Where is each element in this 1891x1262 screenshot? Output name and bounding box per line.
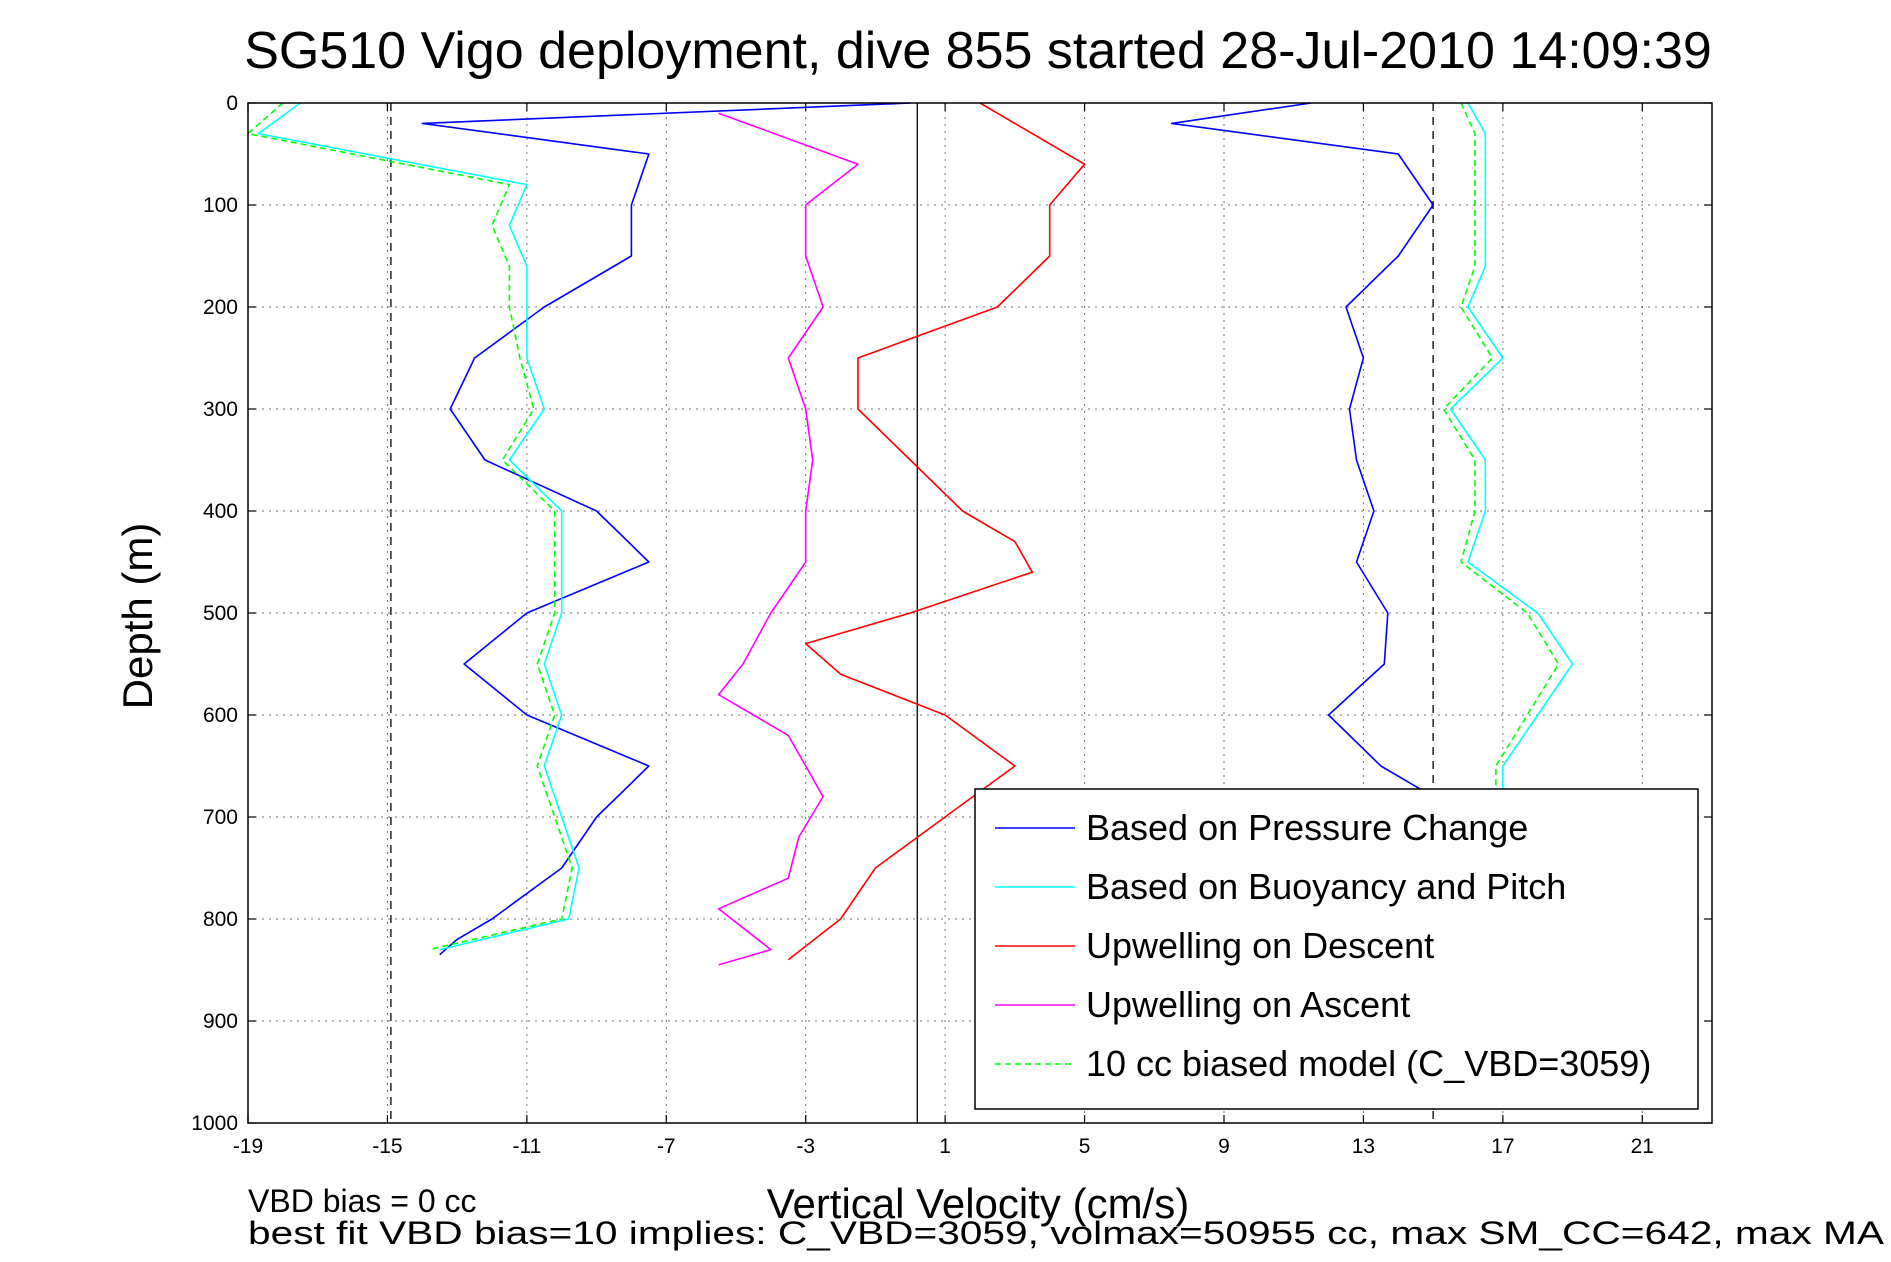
y-tick-label: 100 (203, 194, 238, 217)
series-line (421, 102, 911, 956)
series-line (1449, 102, 1574, 817)
x-tick-label: -3 (796, 1135, 815, 1158)
y-tick-label: 400 (203, 500, 238, 523)
y-tick-label: 500 (203, 602, 238, 625)
y-tick-label: 0 (226, 92, 238, 115)
y-tick-label: 600 (203, 704, 238, 727)
legend-entries: Based on Pressure Change Based on Buoyanc… (995, 807, 1651, 1084)
legend-label: Upwelling on Ascent (1086, 984, 1410, 1025)
series-line (1442, 102, 1560, 817)
legend-label: Based on Pressure Change (1086, 807, 1528, 848)
series-line (1170, 102, 1434, 798)
y-tick-label: 300 (203, 398, 238, 421)
legend-label: Upwelling on Descent (1086, 925, 1434, 966)
x-tick-label: 21 (1631, 1135, 1654, 1158)
x-axis-label: Vertical Velocity (cm/s) (767, 1180, 1189, 1227)
y-tick-label: 900 (203, 1010, 238, 1033)
x-tick-label: 5 (1079, 1135, 1091, 1158)
y-tick-label: 700 (203, 806, 238, 829)
series-line (717, 112, 859, 966)
reference-lines (390, 103, 1434, 1123)
best-fit-note: best fit VBD bias=10 implies: C_VBD=3059… (248, 1215, 1885, 1251)
legend: Based on Pressure Change Based on Buoyanc… (974, 788, 1699, 1110)
series-group (247, 102, 1574, 966)
series-line (257, 102, 580, 951)
y-tick-label: 1000 (191, 1112, 238, 1135)
x-tick-label: 17 (1491, 1135, 1514, 1158)
legend-label: Based on Buoyancy and Pitch (1086, 866, 1566, 907)
x-tick-label: 1 (939, 1135, 951, 1158)
x-tick-label: -19 (233, 1135, 263, 1158)
ticks: -19 -15 -11 -7 -3 1 5 9 13 17 21 0 100 200 300 400 500 60… (191, 92, 1712, 1158)
series-line (247, 102, 574, 951)
x-tick-label: 13 (1352, 1135, 1375, 1158)
x-tick-label: 9 (1218, 1135, 1230, 1158)
x-tick-label: -11 (512, 1135, 541, 1158)
legend-box (974, 788, 1699, 1110)
y-axis-label: Depth (m) (114, 523, 161, 710)
x-tick-label: -7 (657, 1135, 676, 1158)
series-line (787, 102, 1086, 961)
y-tick-label: 800 (203, 908, 238, 931)
vbd-bias-note: VBD bias = 0 cc (248, 1183, 477, 1219)
chart-title: SG510 Vigo deployment, dive 855 started … (244, 22, 1712, 80)
y-tick-label: 200 (203, 296, 238, 319)
x-tick-label: -15 (372, 1135, 402, 1158)
legend-label: 10 cc biased model (C_VBD=3059) (1086, 1043, 1651, 1084)
